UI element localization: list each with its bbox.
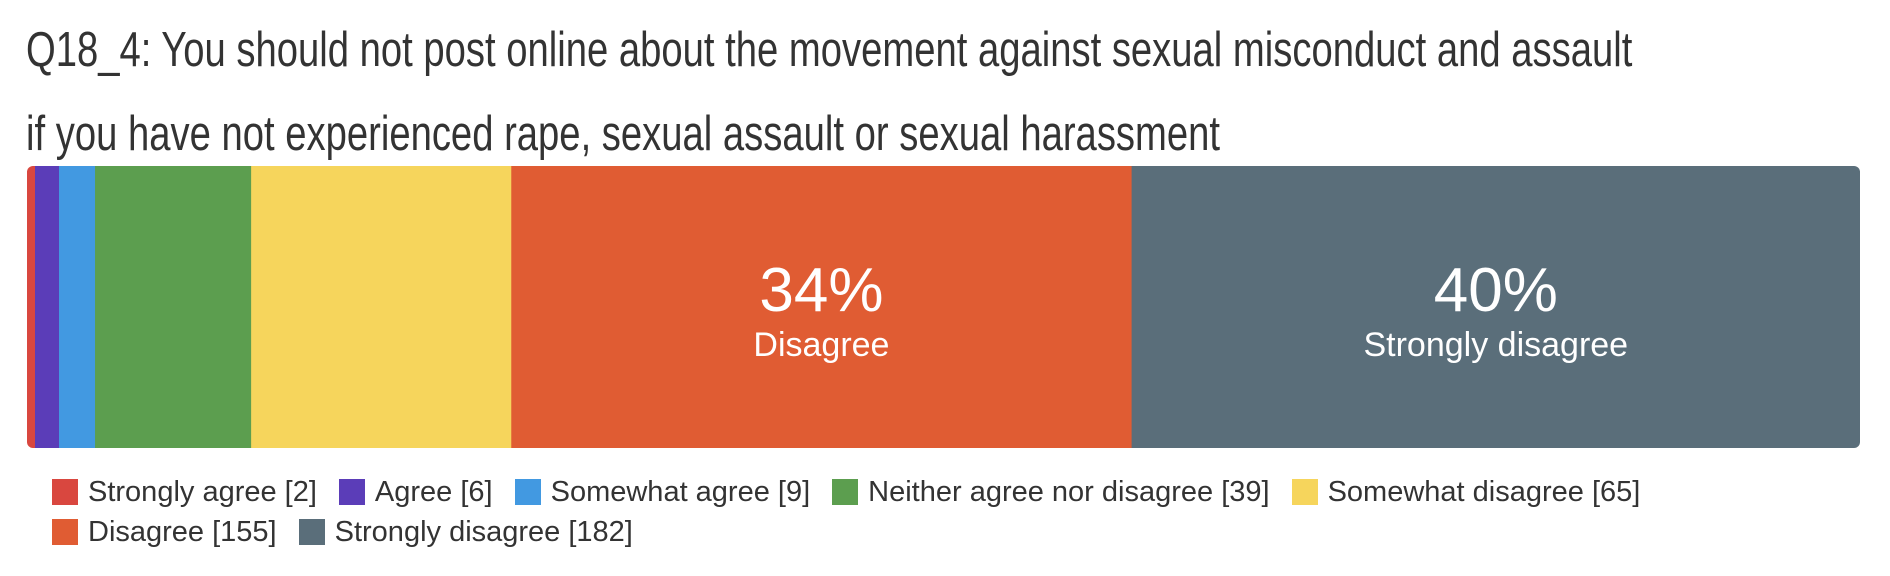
- legend-item-somewhat-disagree: Somewhat disagree [65]: [1291, 475, 1641, 509]
- stacked-bar: 34% Disagree 40% Strongly disagree: [27, 166, 1860, 448]
- segment-name-disagree: Disagree: [753, 326, 889, 364]
- bar-segment-neither-agree-nor-disagree: [95, 166, 252, 448]
- legend-label-disagree: Disagree [155]: [88, 515, 277, 548]
- segment-percent-strongly-disagree: 40%: [1434, 256, 1558, 325]
- legend-label-neither-agree-nor-disagree: Neither agree nor disagree [39]: [868, 475, 1270, 508]
- legend-swatch-somewhat-disagree: [1291, 479, 1318, 505]
- legend-item-neither-agree-nor-disagree: Neither agree nor disagree [39]: [832, 475, 1270, 509]
- chart-title-line-2: if you have not experienced rape, sexual…: [26, 107, 1221, 161]
- legend-swatch-strongly-disagree: [298, 519, 325, 545]
- legend-label-somewhat-agree: Somewhat agree [9]: [550, 475, 811, 508]
- legend-label-agree: Agree [6]: [374, 475, 493, 508]
- bar-segment-agree: [35, 166, 60, 448]
- legend-label-strongly-agree: Strongly agree [2]: [88, 475, 317, 508]
- legend-swatch-disagree: [52, 519, 78, 545]
- segment-name-strongly-disagree: Strongly disagree: [1363, 326, 1628, 364]
- chart-title-line-1: Q18_4: You should not post online about …: [26, 23, 1633, 77]
- bar-segment-strongly-agree: [27, 166, 36, 448]
- chart-title: Q18_4: You should not post online about …: [26, 8, 1633, 176]
- legend-item-strongly-disagree: Strongly disagree [182]: [298, 515, 633, 549]
- legend-swatch-somewhat-agree: [514, 479, 541, 505]
- legend-swatch-strongly-agree: [52, 479, 78, 505]
- legend-swatch-neither-agree-nor-disagree: [832, 479, 859, 505]
- bar-segment-somewhat-disagree: [251, 166, 512, 448]
- bar-segment-disagree: [511, 166, 1133, 448]
- bar-segment-somewhat-agree: [59, 166, 96, 448]
- bar-segment-strongly-disagree: [1131, 166, 1860, 448]
- segment-percent-disagree: 34%: [759, 256, 883, 325]
- legend-label-somewhat-disagree: Somewhat disagree [65]: [1327, 475, 1641, 508]
- legend-swatch-agree: [338, 479, 365, 505]
- legend-item-strongly-agree: Strongly agree [2]: [52, 476, 317, 509]
- legend-row-2: Disagree [155] Strongly disagree [182]: [52, 512, 1852, 552]
- chart-legend: Strongly agree [2] Agree [6] Somewhat agre…: [52, 472, 1852, 552]
- legend-label-strongly-disagree: Strongly disagree [182]: [334, 515, 633, 548]
- legend-row-1: Strongly agree [2] Agree [6] Somewhat agre…: [52, 472, 1852, 512]
- legend-item-disagree: Disagree [155]: [52, 516, 277, 549]
- legend-item-somewhat-agree: Somewhat agree [9]: [514, 475, 811, 509]
- legend-item-agree: Agree [6]: [338, 475, 493, 509]
- stacked-bar-svg: 34%Disagree 40%Strongly disagree: [27, 166, 1860, 448]
